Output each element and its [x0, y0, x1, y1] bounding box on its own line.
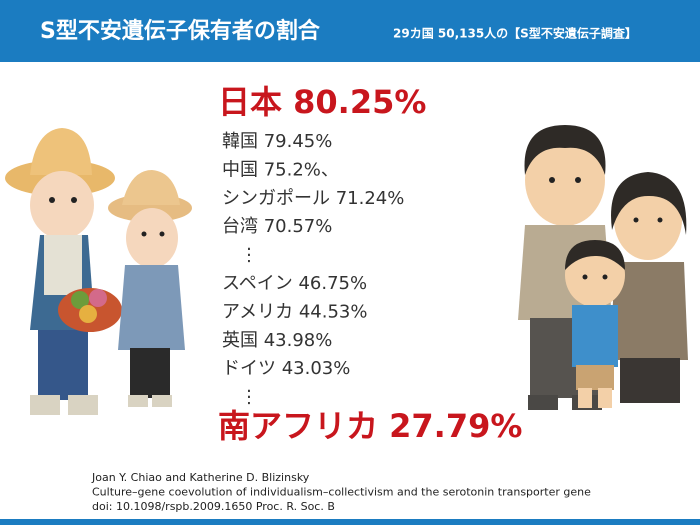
highlight-top: 日本 80.25% — [218, 83, 426, 121]
right-figurines — [518, 125, 688, 410]
subtitle: 29カ国 50,135人の【S型不安遺伝子調査】 — [393, 26, 637, 41]
citation-line: Culture–gene coevolution of individualis… — [92, 486, 591, 499]
left-figurines — [5, 128, 192, 415]
footer-bar — [0, 519, 700, 525]
highlight-bottom: 南アフリカ 27.79% — [218, 407, 522, 445]
list-item: 英国 43.98% — [222, 330, 332, 351]
citation: Joan Y. Chiao and Katherine D. Blizinsky… — [91, 471, 591, 513]
list-item: アメリカ 44.53% — [222, 301, 367, 322]
list-item: 台湾 70.57% — [222, 216, 332, 237]
citation-line: doi: 10.1098/rspb.2009.1650 Proc. R. Soc… — [92, 500, 335, 513]
country-list: 韓国 79.45% 中国 75.2%、シンガポール 71.24% 台湾 70.57%… — [222, 131, 404, 408]
list-item: ドイツ 43.03% — [222, 358, 350, 379]
ellipsis: ⋮ — [240, 245, 258, 266]
list-item: スペイン 46.75% — [222, 273, 367, 294]
list-item: シンガポール 71.24% — [222, 188, 404, 209]
title: S型不安遺伝子保有者の割合 — [40, 18, 321, 44]
list-item: 韓国 79.45% — [222, 131, 332, 152]
ellipsis: ⋮ — [240, 387, 258, 408]
list-item: 中国 75.2%、 — [222, 159, 339, 180]
header-bar — [0, 0, 700, 62]
citation-line: Joan Y. Chiao and Katherine D. Blizinsky — [91, 471, 310, 484]
